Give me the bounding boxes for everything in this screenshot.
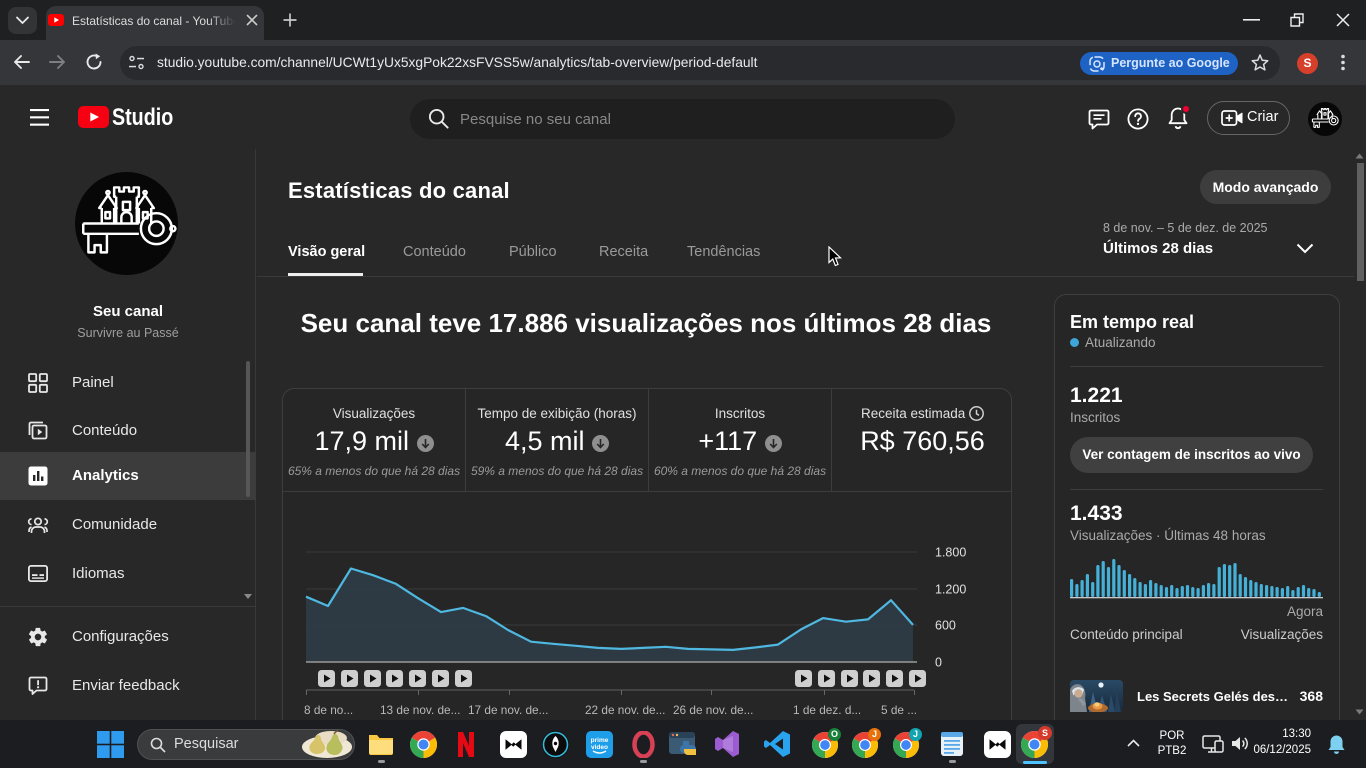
- svg-text:600: 600: [935, 619, 956, 633]
- svg-text:video: video: [591, 744, 608, 751]
- svg-text:1.800: 1.800: [935, 546, 966, 560]
- svg-text:prime: prime: [591, 737, 609, 744]
- svg-text:1.200: 1.200: [935, 583, 966, 597]
- svg-text:0: 0: [935, 656, 942, 670]
